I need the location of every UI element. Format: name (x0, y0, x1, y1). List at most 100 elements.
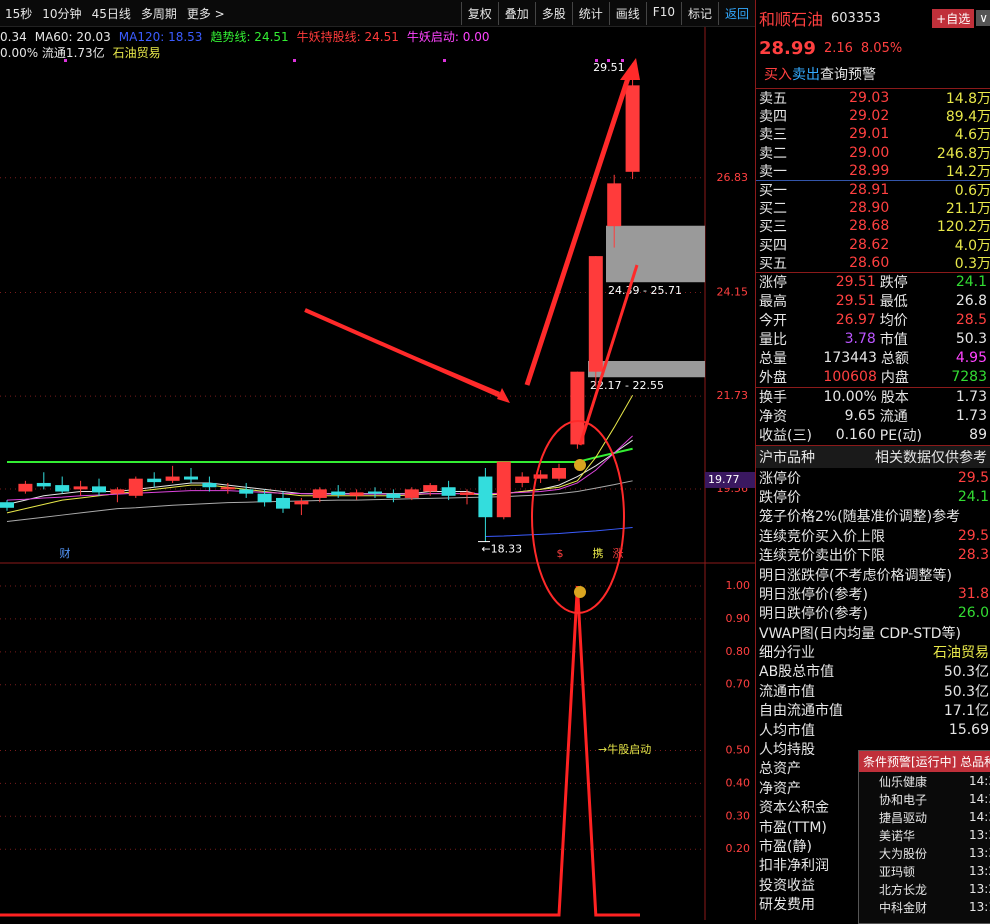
candle-body (73, 486, 88, 490)
trade-buttons: 买入 卖出 查询 预警 (756, 60, 990, 88)
stats: 涨停 29.51 跌停 24.1 最高 29.51 最低 26.8 今开 26.97 均价 28.5 量… (756, 273, 990, 445)
alert-item[interactable]: 中科金财 13:1 (859, 898, 990, 916)
ref-label: 研发费用 (759, 897, 815, 914)
stat-label: 跌停 (879, 275, 908, 292)
book-price: 29.00 (849, 144, 890, 161)
ref-row: 研发费用 (756, 894, 990, 913)
legend-item: 牛妖持股线: 24.51 (296, 30, 399, 44)
toolbar-button[interactable]: 标记 (680, 1, 718, 25)
stat-value: 26.97 (835, 312, 876, 329)
ref-label: 市盈(TTM) (759, 819, 827, 836)
ref-row: 笼子价格2%(随基准价调整)参考 (756, 507, 990, 526)
alert-time: 14:3 (969, 792, 990, 806)
ref-value: 50.3亿 (943, 664, 989, 681)
stat-label: 总额 (880, 351, 909, 368)
stat-label: PE(动) (879, 428, 922, 445)
stat-label: 今开 (759, 313, 787, 330)
ref-row: VWAP图(日内均量 CDP-STD等) (756, 623, 990, 642)
separator (756, 88, 990, 89)
ma-line (7, 447, 633, 463)
ref-label: 扣非净利润 (759, 858, 829, 875)
dropdown[interactable]: ∨ (976, 10, 990, 26)
ref-value: 17.1亿 (943, 703, 989, 720)
candle-body (552, 467, 566, 479)
toolbar-button[interactable]: 统计 (571, 1, 609, 25)
book-label: 卖二 (759, 145, 787, 162)
arrow-line (524, 71, 633, 386)
ref-value: 26.0 (957, 605, 989, 622)
candle-body (202, 482, 217, 488)
book-volume: 4.6万 (954, 127, 990, 144)
stat-value: 4.95 (955, 350, 987, 367)
toolbar-button[interactable]: 画线 (608, 1, 646, 25)
ref-label: 总资产 (759, 761, 801, 778)
candle-body (570, 371, 585, 445)
trade-button[interactable]: 查询 (820, 67, 848, 83)
last-price-label: 19.77 (708, 473, 740, 486)
candle-body (588, 256, 603, 372)
book-label: 卖一 (759, 163, 787, 180)
money-icon (574, 459, 586, 471)
candle-body (276, 497, 290, 509)
alert-item[interactable]: 大为股份 13:3 (859, 844, 990, 862)
drawn-annotations (64, 58, 640, 614)
ref-label: 跌停价 (759, 489, 801, 506)
alert-item[interactable]: 亚玛顿 13:2 (859, 862, 990, 880)
alert-item[interactable]: 北方长龙 13:2 (859, 880, 990, 898)
add-watch-button[interactable]: +自选 (932, 8, 975, 28)
stat-label: 净资 (759, 409, 787, 426)
toolbar-item[interactable]: 15秒 (5, 6, 33, 21)
book-price: 29.02 (849, 108, 890, 125)
alert-name: 北方长龙 (879, 882, 928, 897)
toolbar-button[interactable]: 复权 (460, 1, 498, 25)
alert-item[interactable]: 仙乐健康 14:3 (859, 772, 990, 790)
price-row: 28.99 2.16 8.05% (756, 36, 990, 60)
ref-label: 细分行业 (759, 645, 815, 662)
trade-button[interactable]: 卖出 (792, 67, 820, 83)
book-row: 买二 28.90 21.1万 (756, 199, 990, 217)
alert-time: 14:3 (969, 810, 990, 824)
stat-value: 7283 (951, 369, 987, 386)
book-price: 28.99 (849, 162, 890, 179)
trade-button[interactable]: 预警 (848, 67, 876, 83)
toolbar-button[interactable]: 多股 (534, 1, 572, 25)
alert-name: 捷昌驱动 (879, 810, 928, 825)
alert-item[interactable]: 捷昌驱动 14:3 (859, 808, 990, 826)
ref-row: 人均持股 (756, 739, 990, 758)
book-row: 卖三 29.01 4.6万 (756, 125, 990, 143)
stat-value: 1.73 (955, 389, 987, 406)
arrow-line (304, 308, 506, 400)
stat-value: 1.73 (955, 408, 987, 425)
ref-row: 资本公积金 (756, 798, 990, 817)
alert-item[interactable]: 协和电子 14:3 (859, 790, 990, 808)
stat-value: 100608 (823, 369, 877, 386)
stock-name: 和顺石油 (759, 10, 824, 29)
arrow-line (578, 264, 639, 446)
toolbar-button[interactable]: 叠加 (497, 1, 535, 25)
toolbar-item[interactable]: 更多 > (186, 6, 225, 21)
toolbar-item[interactable]: 10分钟 (42, 6, 82, 21)
alert-item[interactable]: 美诺华 13:3 (859, 826, 990, 844)
ref-value: 24.1 (957, 488, 989, 505)
stock-code: 603353 (831, 10, 881, 26)
stat-value: 29.51 (835, 274, 876, 291)
alert-name: 亚玛顿 (879, 864, 916, 879)
legend-item: 趋势线: 24.51 (210, 30, 289, 44)
book-volume: 89.4万 (945, 109, 990, 126)
toolbar-button[interactable]: 返回 (717, 1, 755, 25)
toolbar-button[interactable]: F10 (645, 1, 681, 25)
ref-row: 总资产 (756, 759, 990, 778)
book-label: 卖三 (759, 127, 787, 144)
stat-row: 涨停 29.51 跌停 24.1 (756, 273, 990, 292)
candle-body (165, 476, 180, 481)
separator (756, 444, 990, 446)
alert-time: 13:3 (969, 846, 990, 860)
trade-button[interactable]: 买入 (764, 67, 792, 83)
ref-row: 明日涨跌停(不考虑价格调整等) (756, 565, 990, 584)
toolbar-item[interactable]: 45日线 (91, 6, 131, 21)
ma-line (485, 526, 633, 537)
ref-label: 涨停价 (759, 470, 801, 487)
toolbar-item[interactable]: 多周期 (140, 6, 177, 21)
book-price: 29.01 (849, 126, 890, 143)
